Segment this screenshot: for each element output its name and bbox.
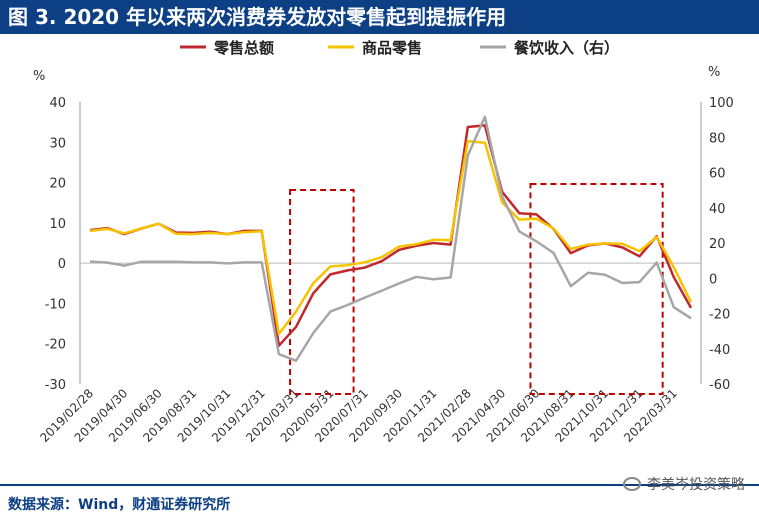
right-tick-label: 40 <box>709 202 726 217</box>
right-tick-label: -40 <box>709 343 730 358</box>
data-source: 数据来源：Wind，财通证券研究所 <box>8 497 231 513</box>
wechat-icon <box>623 477 641 491</box>
line-chart: % %403020100-10-20-30100806040200-20-40-6… <box>33 39 734 445</box>
right-tick-label: 100 <box>709 96 734 111</box>
series-line-2 <box>89 139 693 336</box>
right-tick-label: 80 <box>709 131 726 146</box>
legend-label: 餐饮收入（右） <box>514 39 619 57</box>
left-tick-label: -20 <box>45 338 66 353</box>
highlight-period-box <box>289 189 355 395</box>
right-tick-label: -60 <box>709 378 730 393</box>
highlight-period-box <box>529 183 664 395</box>
left-tick-label: 40 <box>49 96 66 111</box>
watermark: 李美岑投资策略 <box>623 474 745 494</box>
right-tick-label: 20 <box>709 237 726 252</box>
right-tick-label: 60 <box>709 167 726 182</box>
left-unit-label: % <box>33 69 45 84</box>
series-line-3 <box>89 115 692 362</box>
left-tick-label: 30 <box>49 136 66 151</box>
left-tick-label: 10 <box>49 217 66 232</box>
left-tick-label: 20 <box>49 177 66 192</box>
watermark-text: 李美岑投资策略 <box>647 477 745 493</box>
right-tick-label: 0 <box>709 272 717 287</box>
series-line-1 <box>89 124 693 347</box>
right-unit-label: % <box>708 65 720 80</box>
left-tick-label: -10 <box>45 297 66 312</box>
left-tick-label: -30 <box>45 378 66 393</box>
legend-label: 零售总额 <box>213 39 274 57</box>
footer: 数据来源：Wind，财通证券研究所 李美岑投资策略 <box>0 477 759 520</box>
right-tick-label: -20 <box>709 308 730 323</box>
left-tick-label: 0 <box>58 257 66 272</box>
legend-label: 商品零售 <box>362 39 422 57</box>
chart-title: 图 3. 2020 年以来两次消费券发放对零售起到提振作用 <box>0 0 759 34</box>
